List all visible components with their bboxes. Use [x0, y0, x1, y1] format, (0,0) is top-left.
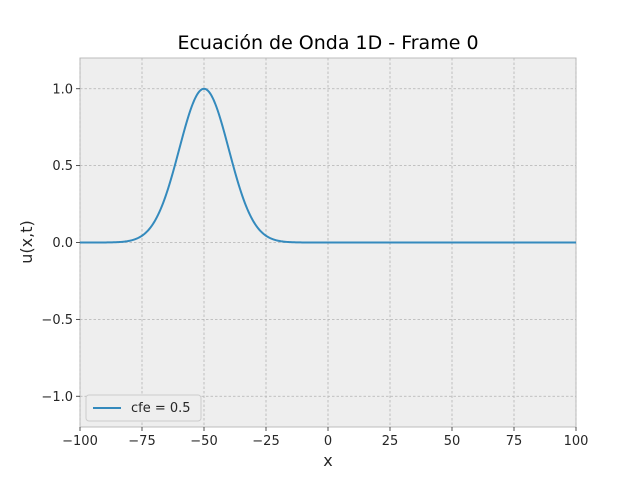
x-axis-label: x: [323, 451, 332, 470]
x-tick-label: −50: [190, 434, 217, 449]
x-tick-label: 100: [564, 434, 589, 449]
chart-title: Ecuación de Onda 1D - Frame 0: [177, 32, 478, 54]
y-tick-label: 0.5: [52, 159, 73, 174]
x-tick-label: 50: [444, 434, 461, 449]
y-tick-label: −1.0: [41, 390, 73, 405]
x-tick-label: −100: [62, 434, 98, 449]
x-tick-label: 75: [506, 434, 523, 449]
series-line: [80, 87, 576, 244]
y-ticks: −1.0 −0.5 0.0 0.5 1.0: [41, 82, 80, 405]
y-tick-label: −0.5: [41, 313, 73, 328]
legend-label: cfe = 0.5: [131, 401, 191, 416]
y-tick-label: 1.0: [52, 82, 73, 97]
y-axis-label: u(x,t): [17, 220, 36, 263]
legend: cfe = 0.5: [85, 394, 202, 422]
legend-box: [85, 394, 202, 422]
y-tick-label: 0.0: [52, 236, 73, 251]
x-tick-label: −75: [128, 434, 155, 449]
x-tick-label: −25: [252, 434, 279, 449]
x-ticks: −100 −75 −50 −25 0 25 50 75 100: [62, 427, 588, 449]
x-tick-label: 25: [382, 434, 399, 449]
x-tick-label: 0: [324, 434, 332, 449]
